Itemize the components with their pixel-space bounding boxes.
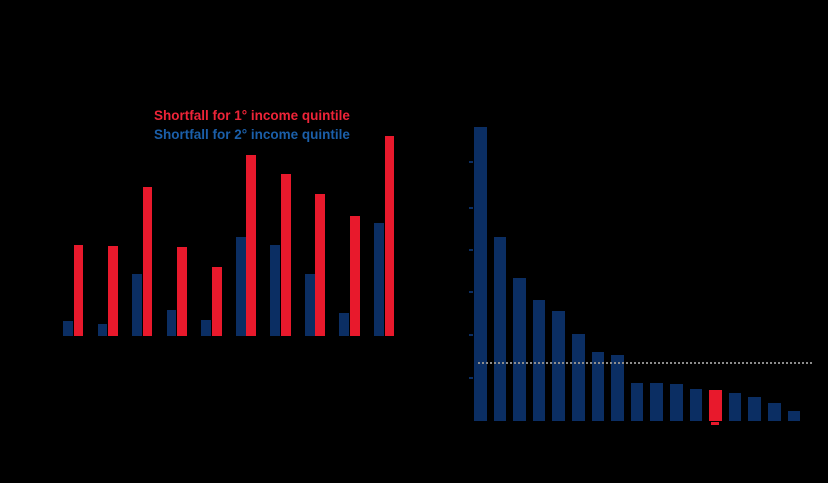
undefined bbox=[748, 397, 761, 421]
bar bbox=[235, 237, 246, 336]
undefined bbox=[552, 311, 565, 421]
bar bbox=[211, 267, 222, 336]
highlight-axis-tick bbox=[711, 422, 720, 425]
legend-item-first-quintile: Shortfall for 1° income quintile bbox=[154, 108, 350, 123]
reference-line bbox=[478, 362, 812, 364]
bar bbox=[246, 155, 257, 336]
bar bbox=[73, 245, 84, 336]
y-axis-tick bbox=[469, 161, 473, 163]
undefined bbox=[650, 383, 663, 421]
y-axis-tick bbox=[469, 207, 473, 209]
undefined bbox=[474, 127, 487, 421]
y-axis-tick bbox=[469, 377, 473, 379]
undefined bbox=[572, 334, 585, 421]
bar bbox=[108, 246, 118, 336]
y-axis-tick bbox=[469, 291, 473, 293]
bar bbox=[304, 274, 315, 336]
bar bbox=[132, 274, 142, 336]
undefined bbox=[787, 411, 801, 421]
bar bbox=[339, 313, 350, 336]
y-axis-tick bbox=[469, 249, 473, 251]
undefined bbox=[728, 393, 742, 421]
undefined bbox=[768, 403, 781, 421]
bar bbox=[373, 223, 384, 336]
bar bbox=[280, 174, 291, 336]
bar bbox=[177, 247, 188, 336]
undefined bbox=[709, 390, 722, 421]
bar bbox=[142, 187, 153, 336]
bar bbox=[384, 136, 395, 336]
undefined bbox=[493, 237, 507, 421]
bar bbox=[201, 320, 211, 336]
y-axis-tick bbox=[469, 334, 473, 336]
undefined bbox=[532, 300, 546, 421]
undefined bbox=[630, 383, 644, 421]
bar bbox=[350, 216, 360, 336]
bar bbox=[270, 245, 281, 336]
undefined bbox=[591, 352, 605, 421]
bar bbox=[315, 194, 326, 336]
bar bbox=[63, 321, 73, 336]
undefined bbox=[513, 278, 526, 421]
undefined bbox=[611, 355, 624, 421]
undefined bbox=[670, 384, 683, 421]
bar bbox=[166, 310, 177, 336]
legend: Shortfall for 1° income quintile Shortfa… bbox=[154, 107, 350, 144]
bar bbox=[97, 324, 108, 336]
legend-item-second-quintile: Shortfall for 2° income quintile bbox=[154, 126, 350, 142]
undefined bbox=[689, 389, 703, 421]
